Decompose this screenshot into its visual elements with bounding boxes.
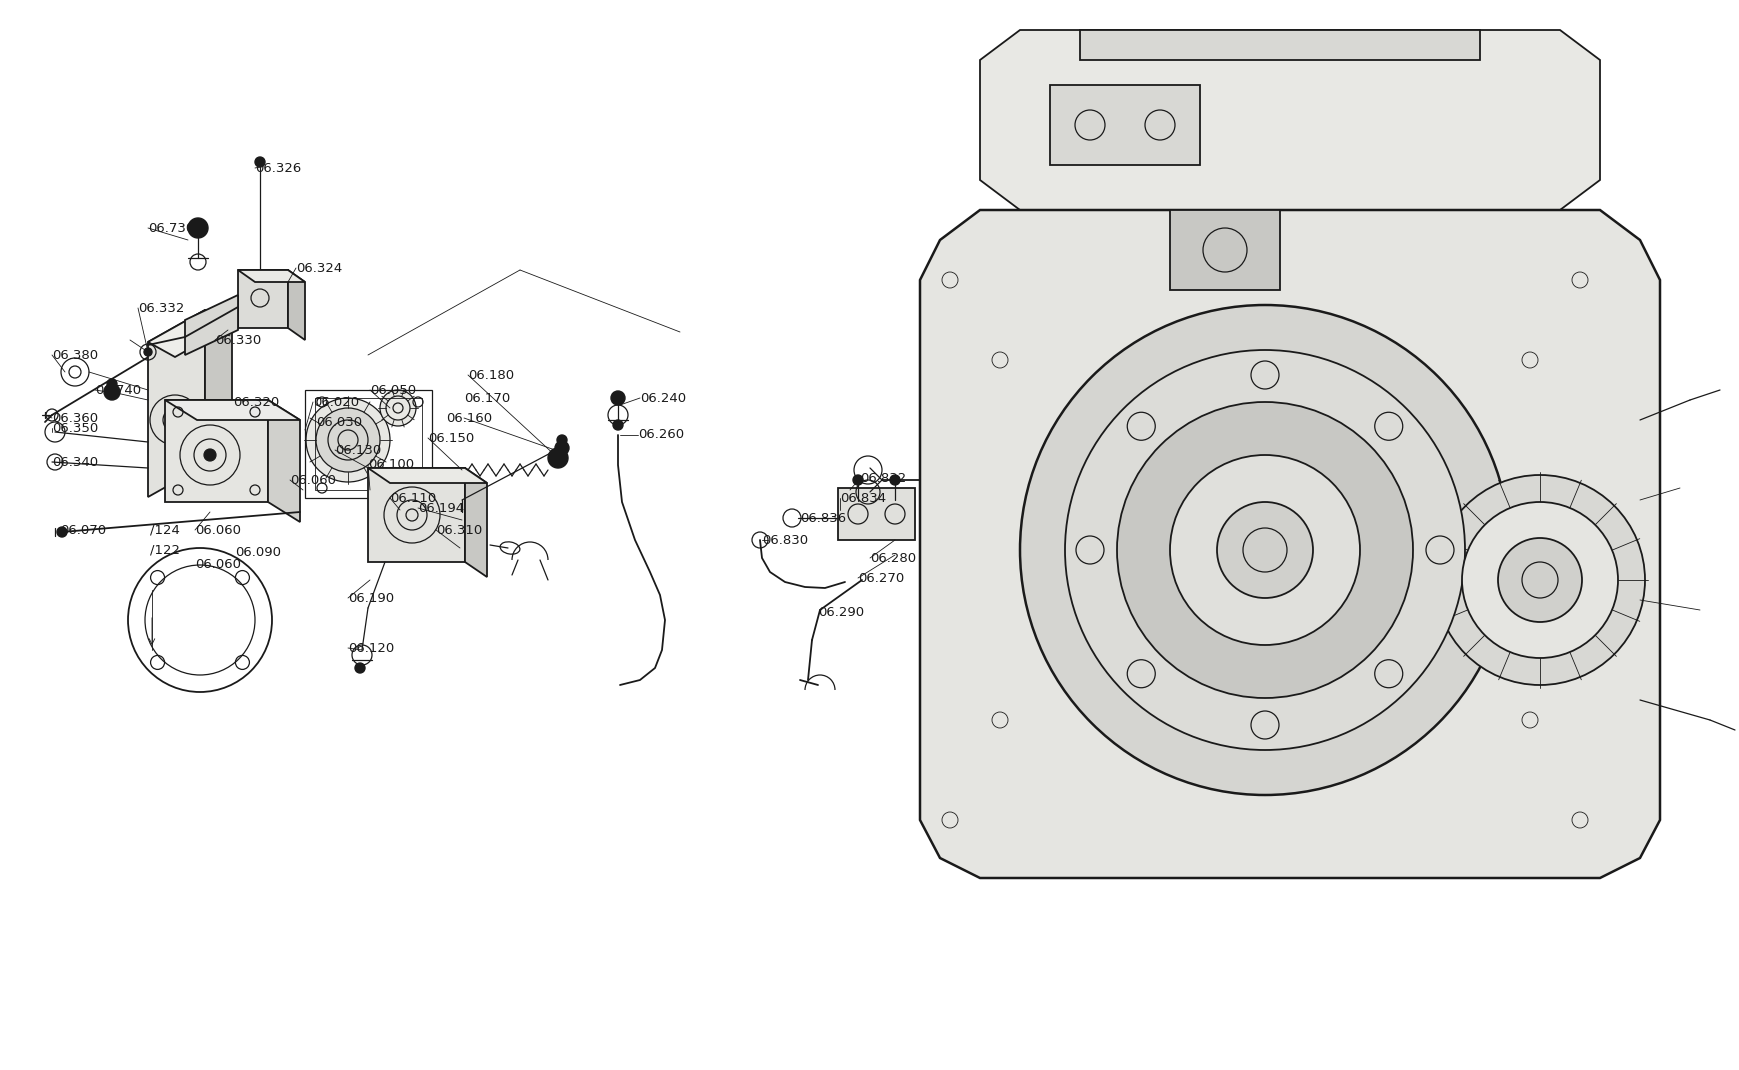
Text: 06.050: 06.050 [370, 383, 416, 397]
Polygon shape [979, 30, 1600, 210]
Circle shape [555, 441, 569, 455]
Text: 06.020: 06.020 [313, 396, 358, 409]
Text: 06.180: 06.180 [468, 368, 513, 382]
Polygon shape [165, 400, 299, 421]
Text: 06.324: 06.324 [296, 261, 343, 275]
Circle shape [57, 528, 68, 537]
Circle shape [556, 435, 567, 445]
Circle shape [170, 415, 179, 425]
Text: 06.060: 06.060 [195, 559, 242, 571]
Circle shape [1169, 455, 1360, 645]
Text: 06.380: 06.380 [52, 349, 97, 362]
Text: 06.340: 06.340 [52, 456, 97, 469]
Text: 06.832: 06.832 [859, 472, 906, 485]
Text: 06.120: 06.120 [348, 642, 395, 655]
Text: 06.834: 06.834 [840, 491, 885, 504]
Text: 06.360: 06.360 [52, 412, 97, 425]
Text: 06.332: 06.332 [137, 302, 184, 315]
Polygon shape [920, 210, 1659, 878]
Circle shape [610, 391, 624, 406]
Text: 06.280: 06.280 [870, 551, 916, 565]
Text: 06.100: 06.100 [367, 459, 414, 472]
Circle shape [548, 448, 567, 468]
Circle shape [1064, 350, 1464, 750]
Text: 06.130: 06.130 [336, 443, 381, 457]
Polygon shape [367, 468, 487, 483]
Circle shape [203, 449, 216, 461]
Text: 06.730: 06.730 [148, 221, 195, 234]
Circle shape [379, 389, 416, 426]
Circle shape [188, 218, 209, 238]
Polygon shape [148, 310, 231, 357]
Text: 06.160: 06.160 [445, 412, 492, 425]
Polygon shape [205, 310, 231, 480]
Polygon shape [238, 270, 304, 282]
Text: 06.836: 06.836 [800, 511, 845, 524]
Text: 06.194: 06.194 [417, 502, 464, 515]
Text: 06.740: 06.740 [96, 383, 141, 397]
Polygon shape [289, 270, 304, 340]
Text: 06.060: 06.060 [195, 523, 242, 536]
Text: 06.320: 06.320 [233, 396, 278, 409]
Text: 06.070: 06.070 [59, 523, 106, 536]
Circle shape [1497, 538, 1581, 622]
Polygon shape [1049, 85, 1200, 165]
Text: 06.260: 06.260 [638, 428, 683, 442]
Circle shape [612, 421, 623, 430]
Circle shape [355, 663, 365, 673]
Text: 06.310: 06.310 [436, 523, 482, 536]
Text: 06.090: 06.090 [235, 546, 280, 559]
Polygon shape [464, 468, 487, 577]
Text: 06.170: 06.170 [464, 392, 510, 404]
Polygon shape [148, 310, 205, 496]
Text: 06.350: 06.350 [52, 422, 97, 434]
Text: 06.030: 06.030 [316, 415, 362, 428]
Circle shape [1435, 475, 1643, 685]
Circle shape [1019, 305, 1509, 795]
Text: 06.830: 06.830 [762, 534, 807, 547]
Text: 06.290: 06.290 [817, 606, 864, 618]
Text: 06.060: 06.060 [290, 474, 336, 487]
Polygon shape [268, 400, 299, 522]
Polygon shape [165, 400, 268, 502]
Circle shape [1116, 402, 1412, 698]
Text: 06.110: 06.110 [390, 491, 436, 504]
Text: 06.190: 06.190 [348, 592, 395, 605]
Circle shape [889, 475, 899, 485]
Text: 06.330: 06.330 [216, 334, 261, 347]
Polygon shape [184, 295, 238, 355]
Text: /122: /122 [150, 544, 179, 556]
Circle shape [852, 475, 863, 485]
Circle shape [306, 398, 390, 482]
Circle shape [1216, 502, 1313, 598]
Text: 06.240: 06.240 [640, 392, 685, 404]
Polygon shape [238, 270, 289, 328]
Polygon shape [367, 468, 464, 562]
Polygon shape [1080, 30, 1480, 60]
Text: 06.150: 06.150 [428, 431, 475, 444]
Text: 06.326: 06.326 [256, 162, 301, 174]
Text: 06.270: 06.270 [857, 571, 904, 584]
Circle shape [144, 348, 151, 356]
Circle shape [106, 379, 117, 389]
Circle shape [104, 384, 120, 400]
Polygon shape [1169, 210, 1280, 290]
Polygon shape [838, 488, 915, 540]
Circle shape [316, 408, 379, 472]
Circle shape [256, 157, 264, 167]
Circle shape [1461, 502, 1617, 658]
Text: /124: /124 [150, 523, 179, 536]
